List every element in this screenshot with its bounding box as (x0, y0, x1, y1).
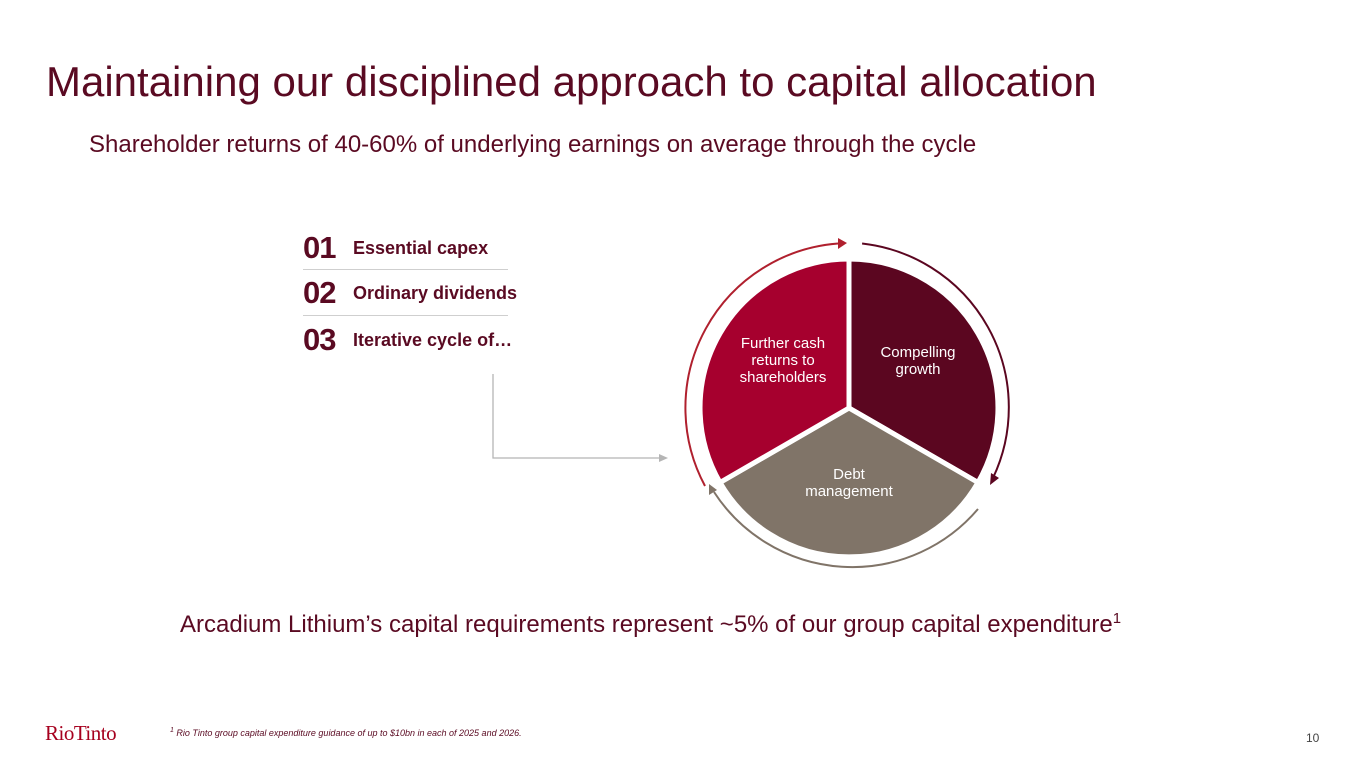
step-label: Ordinary dividends (353, 282, 518, 303)
segment-label-returns: Further cash returns to shareholders (739, 335, 827, 386)
step-1: 01 Essential capex (303, 226, 488, 270)
callout-text: Arcadium Lithium’s capital requirements … (180, 611, 1113, 638)
cycle-arrow-returns (684, 242, 839, 487)
step-number: 02 (303, 275, 336, 310)
step-2: 02 Ordinary dividends (303, 271, 517, 315)
footnote-marker: 1 (170, 727, 174, 734)
step-label: Essential capex (353, 237, 489, 258)
slide-title: Maintaining our disciplined approach to … (46, 58, 1097, 105)
cycle-arrowhead-returns (838, 238, 847, 249)
callout-footnote-marker: 1 (1112, 610, 1122, 627)
step-number: 01 (303, 230, 336, 265)
step-divider (303, 315, 508, 316)
slide-subtitle: Shareholder returns of 40-60% of underly… (89, 131, 977, 158)
footnote: 1 Rio Tinto group capital expenditure gu… (170, 727, 522, 738)
step-3: 03 Iterative cycle of… (303, 318, 512, 362)
segment-debt-management (716, 405, 982, 560)
connector-line (492, 374, 660, 459)
arcadium-callout: Arcadium Lithium’s capital requirements … (180, 610, 1121, 639)
cycle-arrow-growth (861, 242, 1010, 479)
step-number: 03 (303, 322, 336, 357)
page-number: 10 (1306, 731, 1320, 745)
segment-further-cash-returns (697, 256, 852, 486)
step-label: Iterative cycle of… (353, 329, 513, 350)
cycle-arrow-debt (713, 491, 979, 568)
segment-label-growth: Compelling growth (880, 344, 956, 378)
footnote-text: Rio Tinto group capital expenditure guid… (176, 728, 522, 738)
cycle-arrowhead-debt (709, 484, 717, 495)
rio-tinto-logo: RioTinto (45, 721, 117, 745)
cycle-arrowhead-growth (990, 473, 999, 485)
connector-arrowhead (659, 454, 668, 462)
step-divider (303, 269, 508, 270)
segment-label-debt: Debt management (805, 466, 893, 500)
